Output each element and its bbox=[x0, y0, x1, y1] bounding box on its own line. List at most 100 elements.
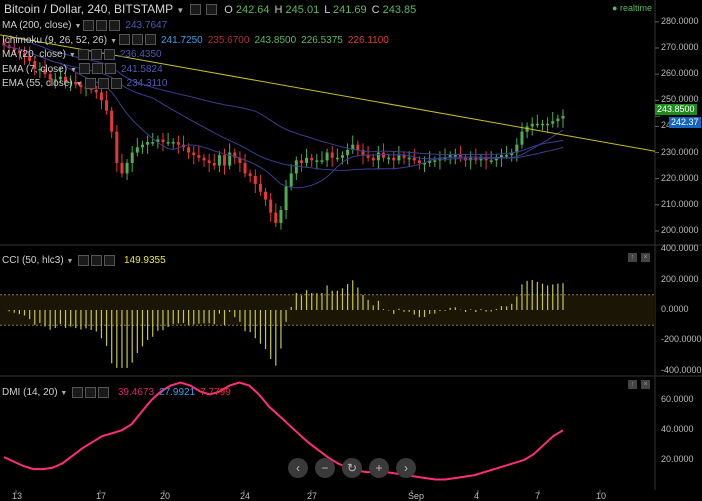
close-icon[interactable] bbox=[145, 34, 156, 46]
candle-body bbox=[448, 155, 452, 158]
eye-icon[interactable] bbox=[96, 19, 108, 31]
close-icon[interactable] bbox=[104, 63, 116, 75]
candle-body bbox=[320, 160, 324, 162]
candle-body bbox=[351, 144, 355, 150]
candle-body bbox=[515, 144, 519, 153]
scroll-left-button[interactable]: ‹ bbox=[288, 458, 308, 478]
cci-close-panel-icon[interactable]: × bbox=[641, 253, 650, 262]
settings-icon[interactable] bbox=[83, 19, 95, 31]
dmi-tick-label: 40.0000 bbox=[661, 424, 694, 435]
eye-icon[interactable] bbox=[132, 34, 143, 46]
cci-move-up-icon[interactable]: ↑ bbox=[628, 253, 637, 262]
ohlc-value-h: 245.01 bbox=[285, 4, 320, 16]
candle-body bbox=[23, 53, 27, 56]
dmi-eye-icon[interactable] bbox=[85, 387, 97, 398]
candle-body bbox=[207, 160, 211, 163]
close-icon[interactable] bbox=[110, 77, 122, 89]
settings-icon[interactable] bbox=[119, 34, 130, 46]
price-tick-label: 220.0000 bbox=[661, 172, 699, 183]
candle-body bbox=[556, 118, 560, 122]
indicator-label[interactable]: MA (200, close) bbox=[2, 20, 72, 31]
candle-body bbox=[43, 68, 47, 75]
ohlc-key-o: O bbox=[224, 4, 236, 16]
indicator-value: 243.7647 bbox=[125, 20, 168, 31]
candle-body bbox=[228, 152, 232, 166]
time-tick-label: Sep bbox=[408, 491, 425, 501]
eye-icon[interactable] bbox=[91, 63, 103, 75]
dmi-label[interactable]: DMI (14, 20) bbox=[2, 387, 58, 399]
candle-body bbox=[510, 152, 514, 156]
settings-icon[interactable] bbox=[78, 63, 90, 75]
price-tick-label: 250.0000 bbox=[661, 94, 699, 105]
dmi-legend: DMI (14, 20) ▼ 39.4673 27.9921 7.7799 bbox=[2, 387, 236, 398]
candle-body bbox=[387, 157, 391, 160]
ma-20-line bbox=[3, 44, 564, 189]
time-tick-label: 4 bbox=[474, 491, 480, 501]
dropdown-icon[interactable]: ▼ bbox=[75, 81, 83, 88]
indicator-row[interactable]: MA (200, close) ▼ 243.7647 bbox=[2, 19, 389, 34]
dropdown-icon[interactable]: ▼ bbox=[110, 37, 117, 45]
time-tick-label: 20 bbox=[160, 491, 171, 501]
candle-body bbox=[192, 152, 196, 156]
indicator-label[interactable]: Ichimoku (9, 26, 52, 26) bbox=[2, 34, 108, 46]
cci-tick-label: 400.0000 bbox=[661, 243, 699, 254]
indicator-label[interactable]: MA (20, close) bbox=[2, 49, 66, 60]
candle-body bbox=[171, 142, 175, 144]
dropdown-icon[interactable]: ▼ bbox=[70, 66, 77, 74]
candle-body bbox=[530, 123, 534, 127]
indicator-label[interactable]: EMA (7, close) bbox=[2, 63, 68, 75]
candle-body bbox=[135, 147, 139, 153]
symbol-title[interactable]: Bitcoin / Dollar, 240, BITSTAMP bbox=[4, 2, 173, 16]
candle-body bbox=[161, 139, 165, 143]
price-tick-label: 260.0000 bbox=[661, 68, 699, 79]
cci-eye-icon[interactable] bbox=[91, 255, 103, 266]
cci-label[interactable]: CCI (50, hlc3) bbox=[2, 255, 64, 267]
candle-body bbox=[48, 74, 52, 80]
candle-body bbox=[176, 142, 180, 145]
candle-body bbox=[115, 131, 119, 163]
scroll-right-button[interactable]: › bbox=[396, 458, 416, 478]
zoom-out-button[interactable]: − bbox=[315, 458, 335, 478]
candle-body bbox=[443, 157, 447, 160]
indicator-row[interactable]: EMA (55, close) ▼ 234.3110 bbox=[2, 77, 389, 92]
cci-settings-icon[interactable] bbox=[78, 255, 90, 266]
time-tick-label: 24 bbox=[240, 491, 251, 501]
candle-body bbox=[392, 157, 396, 161]
candle-body bbox=[212, 162, 216, 166]
time-tick-label: 27 bbox=[307, 491, 318, 501]
dmi-move-up-icon[interactable]: ↑ bbox=[628, 380, 637, 389]
close-icon[interactable] bbox=[109, 19, 121, 31]
dmi-dropdown-icon[interactable]: ▼ bbox=[60, 390, 68, 398]
candle-body bbox=[540, 123, 544, 126]
eye-icon[interactable] bbox=[90, 48, 102, 60]
cci-dropdown-icon[interactable]: ▼ bbox=[66, 258, 74, 266]
dmi-close-panel-icon[interactable]: × bbox=[641, 380, 650, 389]
settings-icon[interactable] bbox=[77, 48, 89, 60]
dmi-settings-icon[interactable] bbox=[72, 387, 84, 398]
settings-icon[interactable] bbox=[189, 4, 201, 16]
candle-body bbox=[28, 55, 32, 62]
dropdown-icon[interactable]: ▼ bbox=[74, 23, 82, 30]
candle-body bbox=[551, 121, 555, 124]
candle-body bbox=[146, 142, 150, 145]
price-tick-label: 230.0000 bbox=[661, 146, 699, 157]
candle-body bbox=[535, 123, 539, 126]
candle-body bbox=[248, 173, 252, 177]
indicator-label[interactable]: EMA (55, close) bbox=[2, 78, 73, 89]
reset-button[interactable]: ↻ bbox=[342, 458, 362, 478]
indicator-row[interactable]: EMA (7, close) ▼ 241.5824 bbox=[2, 63, 389, 78]
dropdown-icon[interactable]: ▼ bbox=[68, 52, 76, 59]
zoom-in-button[interactable]: + bbox=[369, 458, 389, 478]
indicator-row[interactable]: Ichimoku (9, 26, 52, 26) ▼ 241.7250 235.670… bbox=[2, 34, 389, 49]
candle-body bbox=[294, 160, 298, 174]
indicator-row[interactable]: MA (20, close) ▼ 236.4350 bbox=[2, 48, 389, 63]
close-icon[interactable] bbox=[103, 48, 115, 60]
eye-icon[interactable] bbox=[97, 77, 109, 89]
dmi-close-icon[interactable] bbox=[98, 387, 110, 398]
eye-icon[interactable] bbox=[205, 4, 217, 16]
cci-close-icon[interactable] bbox=[104, 255, 116, 266]
settings-icon[interactable] bbox=[84, 77, 96, 89]
cci-tick-label: 200.0000 bbox=[661, 273, 699, 284]
title-dropdown-icon[interactable]: ▼ bbox=[176, 6, 185, 15]
